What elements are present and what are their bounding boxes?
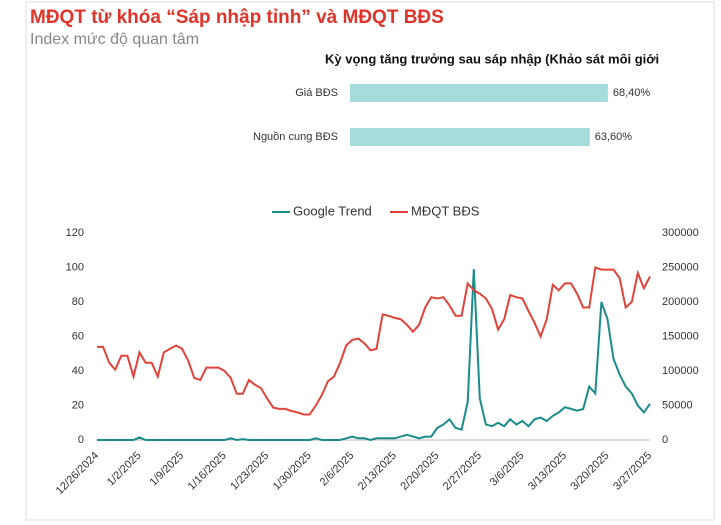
x-tick-label: 2/13/2025 [356, 450, 399, 493]
y-tick-label: 0 [78, 434, 84, 446]
category-label: Nguồn cung BĐS [253, 131, 338, 143]
y-tick-label: 20 [72, 399, 84, 411]
y2-tick-label: 0 [662, 434, 668, 446]
x-tick-label: 2/6/2025 [318, 450, 357, 489]
bar [350, 128, 590, 146]
value-label: 68,40% [613, 87, 651, 99]
category-label: Giá BĐS [295, 87, 338, 99]
x-tick-label: 1/2/2025 [105, 450, 144, 489]
y-tick-label: 120 [66, 227, 84, 239]
y-tick-label: 100 [66, 261, 84, 273]
x-tick-label: 1/16/2025 [186, 450, 229, 493]
y-tick-label: 60 [72, 330, 84, 342]
x-tick-label: 3/27/2025 [611, 450, 654, 493]
y2-tick-label: 50000 [662, 399, 693, 411]
x-tick-label: 1/23/2025 [228, 450, 271, 493]
frame [25, 1, 715, 521]
value-label: 63,60% [595, 131, 633, 143]
x-tick-label: 3/6/2025 [488, 450, 527, 489]
x-tick-label: 1/9/2025 [147, 450, 186, 489]
x-tick-label: 12/26/2024 [54, 450, 101, 497]
series-line [97, 269, 651, 442]
y-tick-label: 40 [72, 365, 84, 377]
legend-label: Google Trend [293, 203, 372, 218]
y2-tick-label: 100000 [662, 365, 699, 377]
x-tick-label: 3/20/2025 [569, 450, 612, 493]
y2-tick-label: 250000 [662, 261, 699, 273]
x-tick-label: 2/20/2025 [398, 450, 441, 493]
bar [350, 84, 608, 102]
x-tick-label: 1/30/2025 [271, 450, 314, 493]
x-tick-label: 2/27/2025 [441, 450, 484, 493]
bar-title: Kỳ vọng tăng trưởng sau sáp nhập (Khảo s… [325, 51, 659, 66]
x-tick-label: 3/13/2025 [526, 450, 569, 493]
y2-tick-label: 200000 [662, 296, 699, 308]
legend-label: MĐQT BĐS [411, 203, 480, 218]
chart-subtitle: Index mức độ quan tâm [30, 31, 199, 48]
series-line [97, 266, 651, 416]
y-tick-label: 80 [72, 296, 84, 308]
chart-title: MĐQT từ khóa “Sáp nhập tỉnh” và MĐQT BĐS [30, 7, 444, 28]
y2-tick-label: 300000 [662, 227, 699, 239]
y2-tick-label: 150000 [662, 330, 699, 342]
